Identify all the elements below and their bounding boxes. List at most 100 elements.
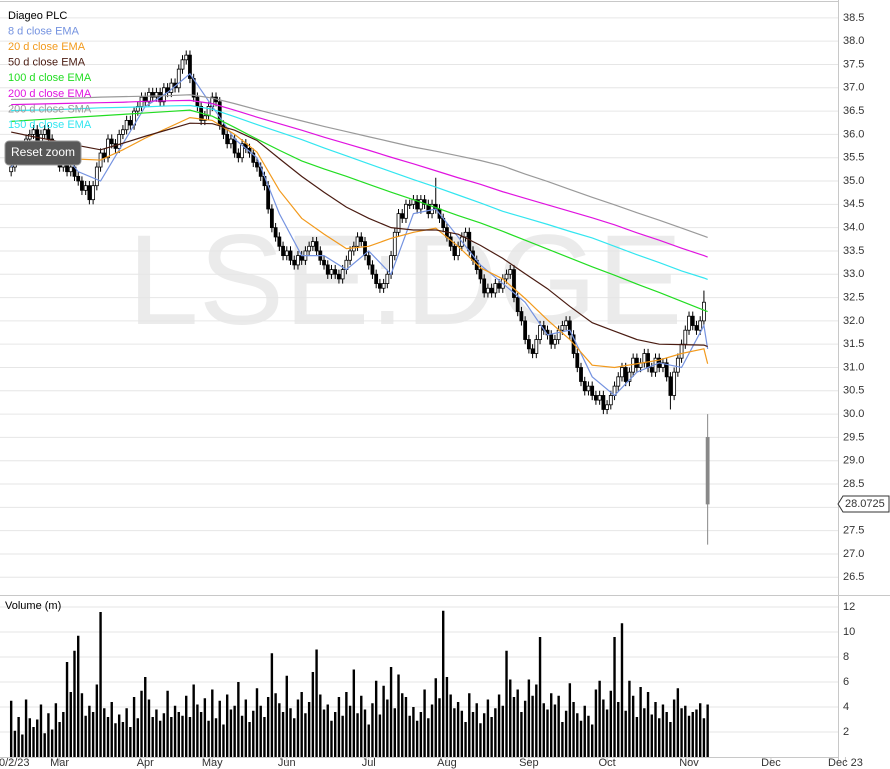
volume-bar [43, 733, 46, 757]
candle-body [124, 120, 129, 131]
volume-bar [520, 712, 523, 757]
y-tick-label: 36.5 [843, 105, 864, 117]
volume-bar [665, 712, 668, 757]
button-label[interactable]: Reset zoom [11, 145, 75, 159]
candle-body [508, 269, 513, 275]
button-background[interactable] [4, 140, 82, 166]
volume-bar [676, 688, 680, 757]
candle-body [702, 301, 706, 322]
candle-body [675, 357, 680, 373]
watermark: LSE:DGE [128, 209, 683, 352]
volume-bar [240, 715, 244, 757]
volume-bar [225, 694, 229, 757]
candle-body [649, 367, 654, 373]
volume-bar [438, 698, 441, 757]
indicator-line [11, 99, 708, 258]
candle-body [232, 138, 237, 154]
volume-bar [497, 694, 501, 757]
volume-bar [307, 702, 311, 757]
candle-body [176, 68, 181, 89]
candle-body [273, 227, 278, 238]
volume-bar [650, 714, 653, 757]
volume-bar [266, 697, 270, 757]
indicator-line [11, 109, 708, 313]
volume-bar [136, 718, 140, 757]
candle-body [202, 115, 207, 121]
candle-body [325, 264, 330, 275]
candle-body [109, 138, 114, 145]
y-tick-label: 4 [843, 701, 849, 713]
volume-bar [617, 702, 620, 757]
candle-body [642, 353, 647, 364]
candle-body [523, 320, 528, 340]
volume-bar [106, 717, 110, 757]
volume-bar [289, 708, 292, 757]
volume-bar [54, 703, 58, 757]
volume-bar [334, 712, 337, 757]
volume-bar [170, 717, 173, 757]
volume-bar [393, 708, 396, 757]
volume-bar [598, 680, 601, 757]
legend-entry: 50 d close EMA [8, 57, 86, 69]
volume-bar [505, 650, 508, 757]
volume-bar [345, 692, 348, 757]
volume-bar [442, 610, 445, 757]
volume-bar [69, 692, 72, 757]
candle-body [314, 241, 319, 252]
x-tick-label: Jul [362, 757, 376, 769]
candle-body [277, 236, 282, 247]
candle-body [288, 250, 293, 261]
candle-body [76, 175, 81, 182]
candle-body [363, 241, 367, 257]
volume-bar [523, 700, 527, 757]
reset-zoom-button[interactable]: Reset zoom [4, 140, 82, 166]
volume-bar [527, 679, 531, 757]
volume-bar [408, 715, 411, 757]
candle-body [534, 339, 539, 354]
volume-bar [125, 708, 128, 757]
volume-bar [99, 612, 102, 757]
y-tick-label: 12 [843, 601, 855, 613]
candle-body [377, 283, 382, 289]
candle-body [184, 54, 189, 61]
volume-bar [237, 682, 240, 757]
candle-body [68, 166, 73, 173]
candle-body [121, 129, 125, 135]
y-tick-label: 2 [843, 726, 849, 738]
candle-body [329, 269, 334, 275]
candle-body [396, 213, 401, 233]
candle-body [150, 92, 155, 98]
candle-body [46, 129, 51, 140]
volume-bar [583, 705, 586, 757]
candle-body [284, 250, 289, 257]
price-tag-label: 28.0725 [845, 498, 885, 510]
volume-bar [117, 714, 121, 757]
volume-bar [24, 699, 28, 757]
candle-body [102, 152, 107, 159]
volume-bar [482, 713, 486, 757]
candle-body [180, 59, 185, 70]
volume-bar [319, 694, 322, 757]
volume-bar [322, 709, 326, 757]
indicator-line [11, 104, 708, 280]
y-tick-label: 30.5 [843, 385, 864, 397]
volume-bar [155, 709, 158, 757]
candle-body [42, 129, 47, 135]
y-tick-label: 38.0 [843, 35, 864, 47]
y-tick-label: 27.0 [843, 548, 864, 560]
candle-body [348, 250, 352, 261]
volume-bar [263, 717, 266, 757]
candle-body [567, 320, 572, 336]
candle-body [553, 339, 557, 345]
candle-body [586, 385, 591, 392]
volume-bar [546, 709, 549, 757]
candle-body [269, 208, 274, 229]
volume-bar [609, 690, 613, 757]
candle-body [236, 152, 241, 159]
volume-bar [468, 693, 471, 757]
volume-bar [58, 722, 61, 757]
volume-bar [631, 695, 635, 757]
volume-bar [80, 693, 84, 757]
volume-bar [211, 689, 214, 757]
volume-bar [449, 694, 452, 757]
